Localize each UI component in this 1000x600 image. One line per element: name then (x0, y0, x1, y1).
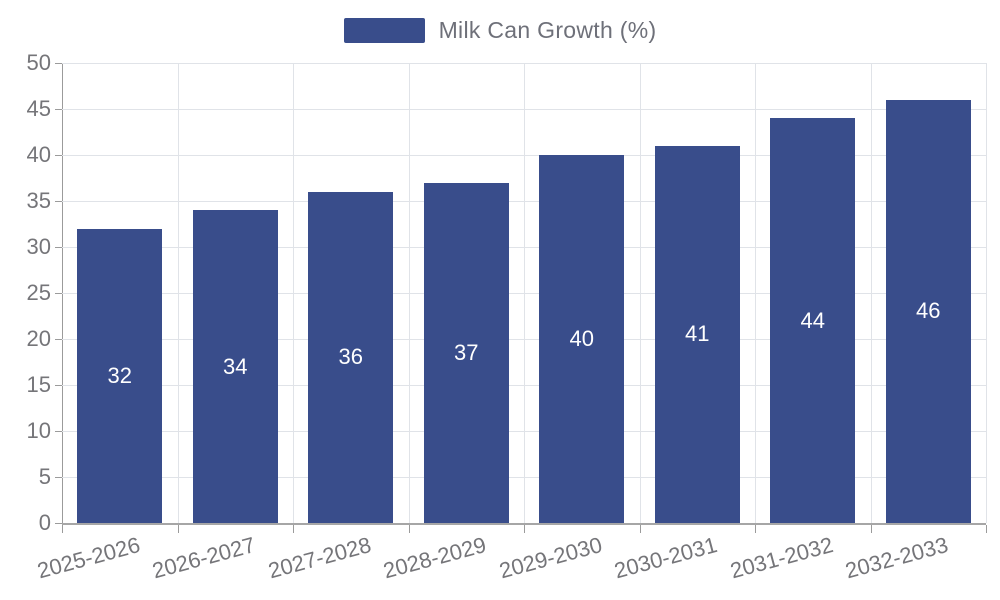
x-gridline (177, 63, 179, 523)
y-axis-tick (55, 155, 62, 156)
x-gridline (755, 63, 756, 523)
bar-2032-2033[interactable]: 46 (885, 99, 971, 523)
bar-value-label: 37 (453, 339, 479, 365)
bar-2025-2026[interactable]: 32 (77, 228, 163, 523)
x-gridline (639, 63, 641, 523)
y-axis-label: 5 (38, 464, 51, 489)
bar-value-label: 36 (338, 344, 363, 370)
x-axis-label: 2028-2029 (380, 532, 489, 584)
bar-2029-2030[interactable]: 40 (539, 155, 625, 523)
bar-value-label: 32 (107, 362, 132, 388)
y-axis-label: 30 (26, 234, 51, 259)
y-axis-tick (55, 477, 62, 478)
x-axis-tick (408, 525, 410, 533)
y-axis-tick (55, 63, 62, 64)
x-axis-tick (639, 525, 641, 533)
chart-legend[interactable]: Milk Can Growth (%) (0, 17, 1000, 44)
x-axis-label: 2030-2031 (611, 532, 720, 584)
y-axis-tick (55, 247, 62, 248)
y-axis-tick (55, 109, 62, 110)
y-axis-label: 0 (38, 510, 51, 535)
bar-value-label: 34 (222, 353, 248, 379)
bar-2028-2029[interactable]: 37 (423, 182, 509, 523)
x-axis-tick (755, 525, 756, 533)
y-axis-label: 20 (26, 326, 51, 351)
y-axis-label: 40 (26, 142, 51, 167)
x-gridline (524, 63, 525, 523)
y-axis-tick (55, 293, 62, 294)
y-axis-label: 35 (26, 188, 51, 213)
y-axis-label: 10 (26, 418, 51, 443)
y-axis-tick (55, 385, 62, 386)
x-axis-label: 2025-2026 (34, 532, 143, 584)
bar-value-label: 46 (915, 298, 941, 324)
x-axis-line (62, 523, 986, 525)
bar-value-label: 41 (684, 321, 710, 347)
x-gridline (408, 63, 410, 523)
plot-area: 32 34 36 37 40 41 44 46 (62, 63, 987, 523)
x-axis-tick (177, 525, 179, 533)
x-axis-tick (870, 525, 872, 533)
y-axis-label: 25 (26, 280, 51, 305)
x-axis-label: 2029-2030 (496, 532, 605, 584)
legend-swatch[interactable] (343, 18, 425, 43)
legend-label[interactable]: Milk Can Growth (%) (438, 17, 657, 43)
y-axis-label: 50 (26, 50, 51, 75)
x-axis-label: 2031-2032 (727, 532, 836, 584)
y-axis-label: 45 (26, 96, 51, 121)
x-axis-tick (524, 525, 525, 533)
x-gridline (293, 63, 294, 523)
bar-2030-2031[interactable]: 41 (654, 145, 740, 523)
y-axis-tick (55, 201, 62, 202)
bar-value-label: 40 (569, 326, 594, 351)
y-axis-label: 15 (26, 372, 51, 397)
x-axis-label: 2026-2027 (149, 532, 258, 584)
x-axis-label: 2027-2028 (265, 532, 374, 584)
x-axis-tick (986, 525, 987, 533)
bar-2027-2028[interactable]: 36 (308, 191, 394, 523)
x-axis-tick (62, 525, 63, 533)
bar-value-label: 44 (800, 307, 825, 333)
bar-2031-2032[interactable]: 44 (770, 118, 856, 523)
x-gridline (986, 63, 987, 523)
y-axis-tick (55, 339, 62, 340)
x-gridline (870, 63, 872, 523)
x-axis-label: 2032-2033 (842, 532, 951, 584)
bar-2026-2027[interactable]: 34 (192, 210, 278, 523)
y-axis-tick (55, 523, 62, 524)
x-axis-tick (293, 525, 294, 533)
y-axis-tick (55, 431, 62, 432)
